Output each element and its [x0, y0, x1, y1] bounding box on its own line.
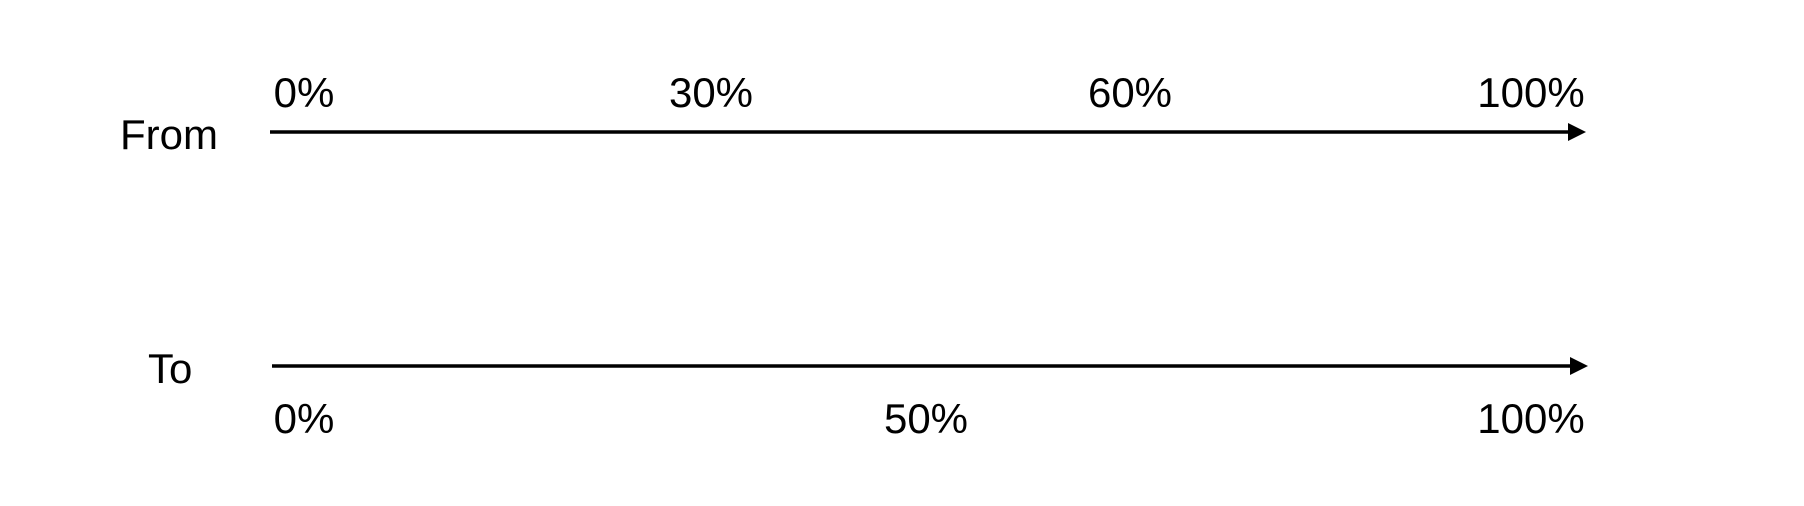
to-tick-100: 100%: [1477, 395, 1585, 442]
to-tick-0: 0%: [273, 395, 335, 442]
from-tick-100: 100%: [1477, 69, 1585, 116]
to-axis-arrowhead-icon: [1570, 357, 1588, 375]
from-tick-60: 60%: [1087, 69, 1173, 116]
from-tick-0: 0%: [273, 69, 335, 116]
from-axis-arrowhead-icon: [1568, 123, 1586, 141]
to-tick-50: 50%: [883, 395, 969, 442]
to-label: To: [148, 345, 193, 392]
to-axis: [272, 357, 1588, 375]
from-label: From: [120, 111, 218, 158]
from-axis: [270, 123, 1586, 141]
from-tick-30: 30%: [668, 69, 754, 116]
